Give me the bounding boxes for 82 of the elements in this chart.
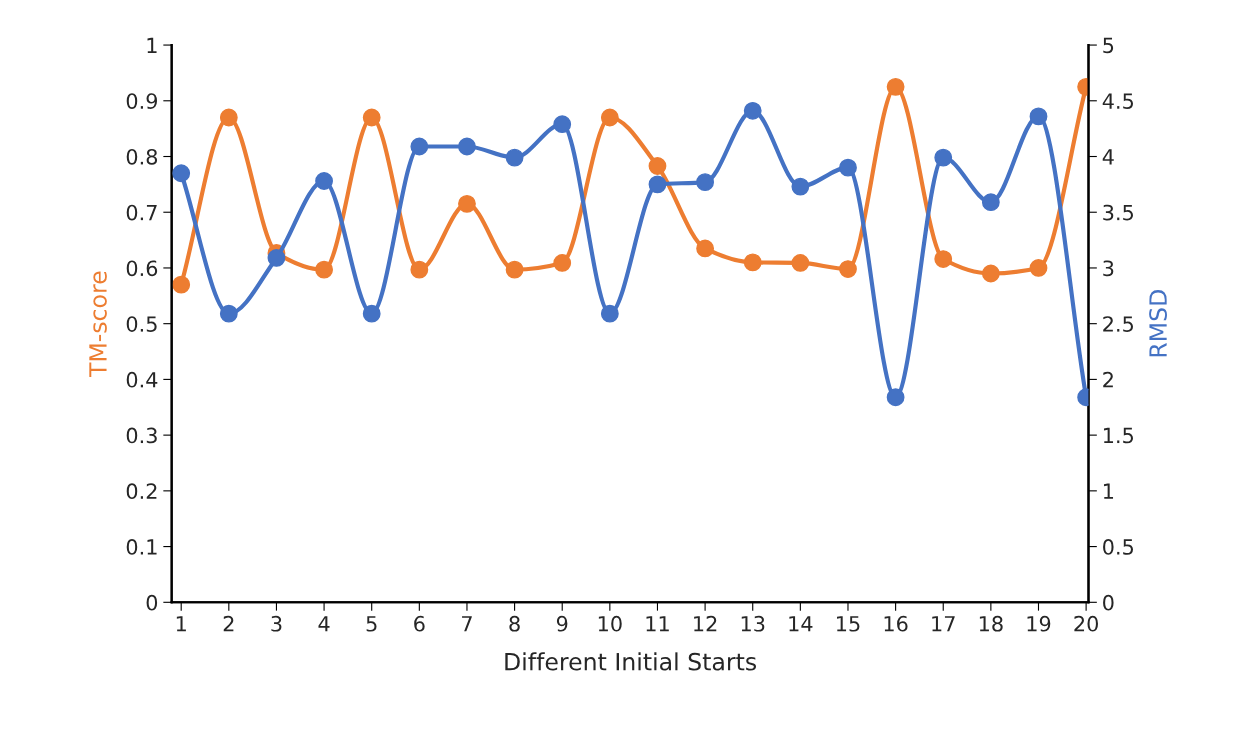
point [839, 260, 857, 278]
point [743, 253, 762, 272]
point [1029, 259, 1048, 277]
point [410, 137, 429, 156]
point [981, 264, 1000, 283]
y-tick-label: 0.6 [126, 260, 158, 277]
x-tick-label: 4 [318, 616, 330, 632]
x-tick-label: 6 [414, 615, 425, 632]
x-tick-label: 15 [837, 616, 860, 632]
x-tick-label: 1 [176, 616, 186, 632]
y-axis-title: TM-score [89, 271, 107, 378]
x-tick-label: 2 [223, 615, 234, 632]
point [1029, 107, 1048, 126]
point [743, 101, 762, 120]
x-tick-label: 5 [366, 616, 377, 632]
y-tick-label: 0 [146, 594, 158, 611]
x-tick-label: 16 [884, 615, 908, 632]
point [505, 148, 524, 167]
point [696, 173, 715, 192]
y-tick-label: 0.2 [126, 483, 157, 500]
point [172, 275, 191, 294]
point [362, 304, 381, 323]
point [458, 137, 476, 156]
y2-tick-label: 0 [1103, 594, 1114, 611]
x-tick-label: 13 [741, 615, 765, 632]
point [981, 193, 1000, 212]
point [648, 175, 667, 194]
point [600, 108, 619, 127]
y-tick-label: 0.9 [126, 93, 158, 109]
y2-tick-label: 5 [1103, 37, 1114, 54]
point [934, 148, 953, 167]
x-tick-label: 20 [1074, 615, 1098, 632]
y2-tick-label: 3.5 [1103, 204, 1134, 221]
point [219, 108, 238, 127]
y-tick-label: 0.4 [126, 371, 158, 388]
point [410, 260, 429, 279]
point [600, 304, 619, 323]
point [553, 115, 572, 134]
point [315, 172, 333, 190]
x-tick-label: 18 [979, 615, 1003, 632]
y-tick-label: 0.8 [126, 148, 158, 165]
x-tick-label: 9 [556, 615, 568, 632]
x-tick-label: 7 [462, 616, 472, 632]
x-tick-label: 10 [598, 615, 622, 632]
point [648, 157, 667, 175]
x-tick-label: 3 [271, 615, 282, 632]
point [696, 239, 715, 258]
point [362, 108, 381, 127]
point [934, 250, 953, 268]
point [267, 249, 286, 267]
y2-tick-label: 3 [1103, 260, 1114, 277]
x-tick-label: 17 [932, 616, 955, 632]
x-axis-title: Different Initial Starts [505, 652, 757, 671]
y2-axis-title: RMSD [1149, 290, 1167, 357]
y2-tick-label: 1 [1103, 483, 1114, 499]
y2-tick-label: 0.5 [1103, 539, 1134, 555]
point [458, 194, 476, 213]
y2-tick-label: 1.5 [1103, 427, 1134, 444]
y-tick-label: 0.1 [126, 539, 157, 555]
x-tick-label: 14 [789, 616, 813, 632]
point [886, 77, 905, 96]
point [791, 254, 810, 272]
x-tick-label: 12 [694, 615, 717, 632]
y-tick-label: 0.3 [126, 427, 157, 444]
y2-tick-label: 4.5 [1102, 93, 1134, 109]
y-tick-label: 0.5 [126, 316, 157, 332]
point [172, 164, 191, 183]
point [553, 254, 572, 272]
x-tick-label: 11 [646, 616, 669, 632]
point [791, 177, 810, 196]
point [315, 260, 333, 279]
y2-tick-label: 4 [1102, 149, 1114, 165]
point [886, 388, 905, 407]
point [219, 304, 238, 323]
y-tick-label: 1 [147, 37, 157, 53]
point [505, 260, 524, 279]
x-tick-label: 8 [509, 615, 520, 632]
y2-tick-label: 2.5 [1103, 316, 1134, 332]
x-tick-label: 19 [1027, 615, 1051, 632]
y2-tick-label: 2 [1103, 371, 1113, 388]
y-tick-label: 0.7 [126, 204, 157, 221]
point [839, 158, 857, 177]
